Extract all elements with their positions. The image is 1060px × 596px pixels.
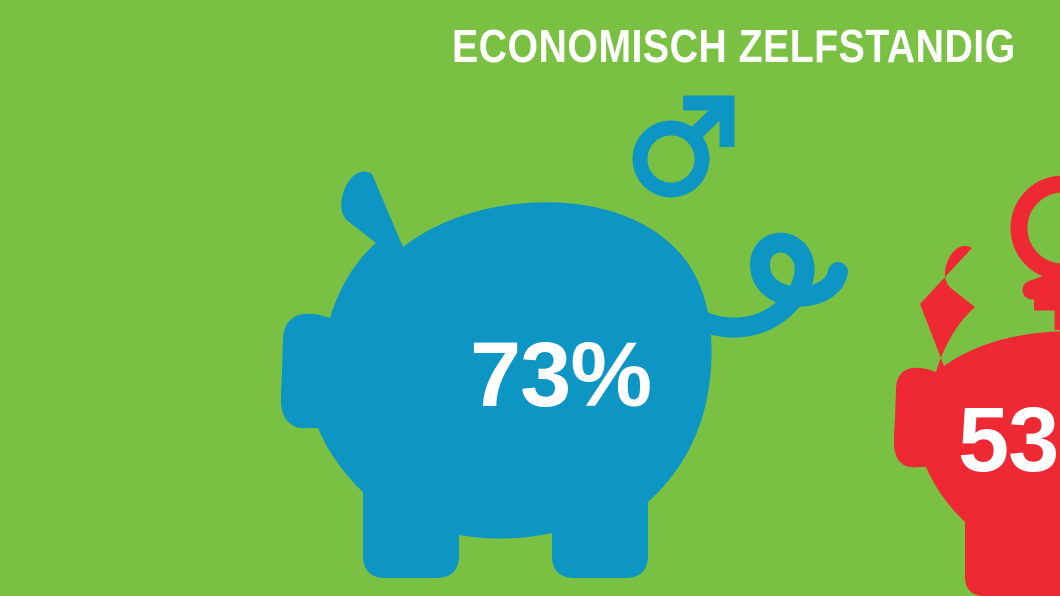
value-label-male: 73% [470, 324, 652, 426]
page-title: ECONOMISCH ZELFSTANDIG [452, 20, 1016, 72]
value-label-female: 53 [958, 389, 1059, 491]
